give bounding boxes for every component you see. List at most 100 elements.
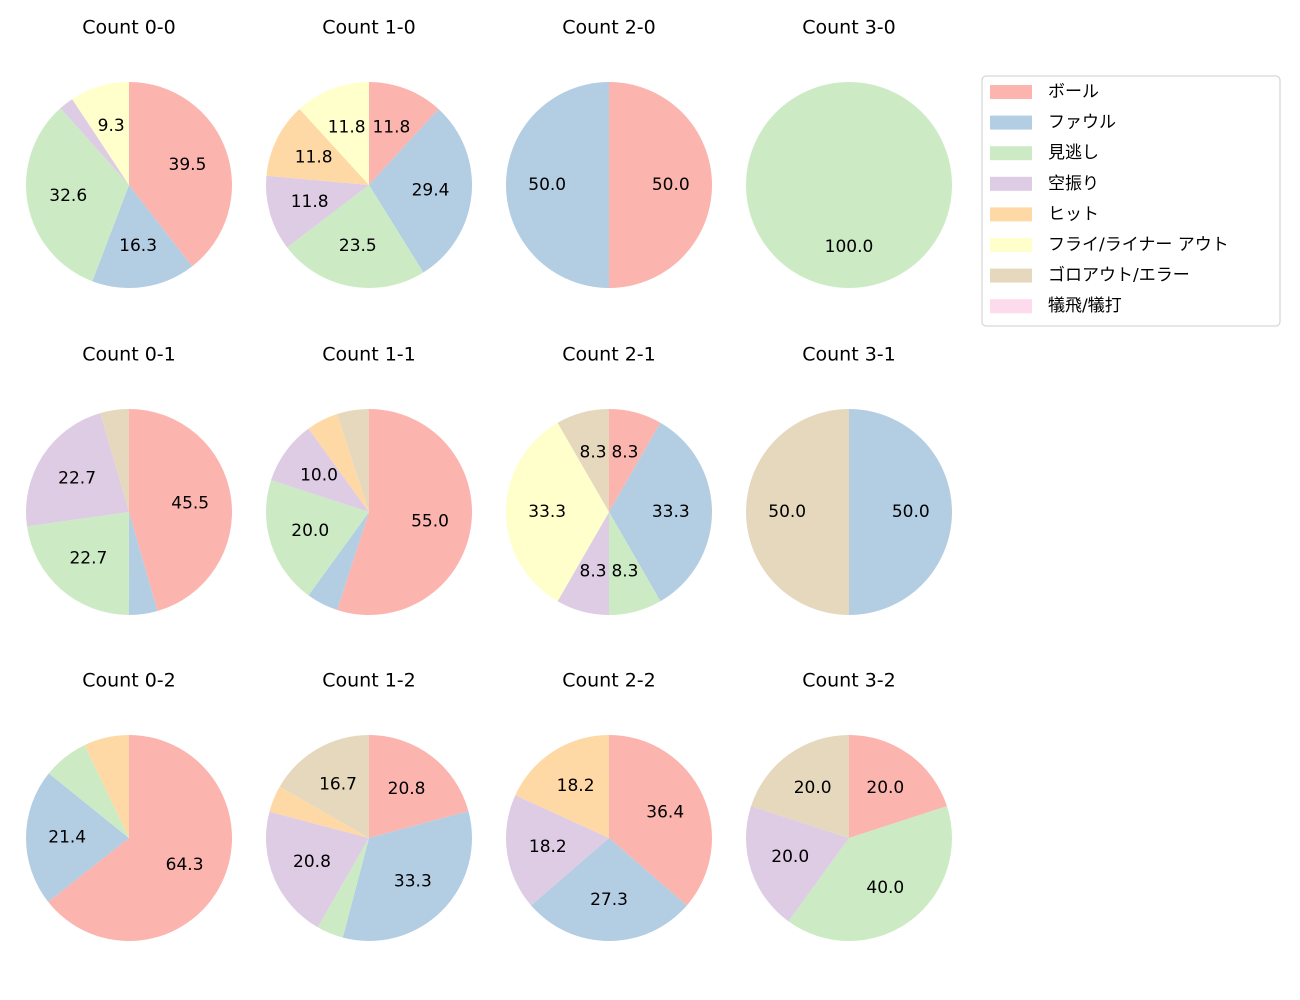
data-label: 10.0 — [300, 466, 338, 486]
pie-slice — [25, 773, 129, 902]
pie-slice — [129, 409, 232, 611]
legend-label: ゴロアウト/エラー — [1048, 265, 1190, 286]
legend-swatch — [990, 238, 1032, 252]
legend-swatch — [990, 299, 1032, 314]
data-label: 8.3 — [611, 442, 638, 462]
pie-slice — [72, 82, 129, 185]
pie-slice — [557, 409, 609, 512]
pie-slice — [557, 512, 609, 615]
pie-slice — [100, 409, 129, 512]
chart-title: Count 3-2 — [802, 670, 896, 692]
pie-slice — [25, 108, 129, 282]
pie-slice — [266, 108, 369, 185]
pie-slice — [48, 735, 233, 942]
pie-slice — [506, 82, 609, 288]
pie-slice — [369, 82, 439, 185]
legend-label: ヒット — [1048, 204, 1099, 224]
data-label: 20.0 — [771, 847, 809, 867]
pie-slice — [609, 422, 712, 602]
chart-title: Count 2-0 — [562, 17, 656, 39]
chart-title: Count 2-2 — [562, 670, 656, 692]
data-label: 20.0 — [291, 521, 329, 541]
data-label: 50.0 — [652, 175, 690, 195]
data-label: 23.5 — [339, 236, 377, 256]
data-label: 8.3 — [580, 442, 607, 462]
pie-slice — [308, 414, 369, 512]
pie-slice — [369, 735, 469, 838]
pie-slice — [369, 108, 472, 273]
data-label: 20.0 — [794, 778, 832, 798]
pie-slice — [279, 735, 369, 838]
data-label: 8.3 — [611, 562, 638, 582]
data-label: 11.8 — [295, 148, 333, 168]
legend-swatch — [990, 85, 1032, 99]
pie-slice — [60, 99, 130, 185]
data-label: 9.3 — [98, 116, 125, 136]
data-label: 39.5 — [169, 155, 207, 175]
data-label: 18.2 — [529, 837, 567, 857]
pie-slice — [48, 745, 129, 838]
legend-label: 犠飛/犠打 — [1048, 296, 1122, 316]
data-label: 8.3 — [580, 562, 607, 582]
pie-slice — [609, 82, 712, 288]
legend-label: 見逃し — [1048, 143, 1099, 163]
chart-title: Count 0-0 — [82, 17, 176, 39]
pie-slice — [269, 786, 369, 838]
legend-box — [981, 75, 1281, 327]
data-label: 11.8 — [291, 192, 329, 212]
data-label: 11.8 — [372, 117, 410, 137]
data-label: 16.7 — [319, 775, 357, 795]
legend-label: ボール — [1048, 82, 1099, 102]
data-label: 20.8 — [293, 852, 331, 872]
pie-slice — [849, 735, 947, 838]
legend-swatch — [990, 176, 1032, 191]
legend-swatch — [990, 268, 1032, 283]
pie-slice — [515, 735, 609, 838]
pie-slice — [287, 185, 424, 288]
data-label: 32.6 — [49, 186, 87, 206]
pie-slice — [129, 82, 232, 267]
chart-title: Count 0-2 — [82, 670, 176, 692]
chart-title: Count 3-1 — [802, 344, 896, 366]
pie-slice — [308, 512, 369, 610]
pie-slice — [746, 409, 849, 615]
data-label: 11.8 — [328, 117, 366, 137]
pie-slice — [317, 838, 369, 938]
chart-title: Count 1-1 — [322, 344, 416, 366]
data-label: 50.0 — [892, 502, 930, 522]
pie-slice — [506, 422, 609, 602]
chart-title: Count 1-0 — [322, 17, 416, 39]
pie-slice — [337, 409, 369, 512]
data-label: 22.7 — [69, 549, 107, 569]
data-label: 50.0 — [528, 175, 566, 195]
data-label: 50.0 — [768, 502, 806, 522]
legend-label: フライ/ライナー アウト — [1048, 235, 1229, 255]
legend-swatch — [990, 146, 1032, 161]
data-label: 33.3 — [652, 502, 690, 522]
pie-slice — [266, 175, 369, 248]
data-label: 22.7 — [58, 468, 96, 488]
pie-slice — [337, 409, 473, 615]
data-label: 18.2 — [557, 776, 595, 796]
data-label: 20.8 — [388, 779, 426, 799]
pie-slice — [299, 82, 369, 185]
legend-swatch — [990, 207, 1032, 222]
data-label: 55.0 — [411, 512, 449, 532]
chart-title: Count 0-1 — [82, 344, 176, 366]
data-label: 27.3 — [590, 890, 628, 910]
pie-slice — [609, 735, 713, 906]
legend-label: 空振り — [1048, 174, 1099, 194]
data-label: 21.4 — [48, 828, 86, 848]
legend-swatch — [990, 115, 1032, 130]
data-label: 16.3 — [119, 236, 157, 256]
data-label: 40.0 — [866, 878, 904, 898]
pie-slice — [128, 512, 158, 615]
chart-title: Count 3-0 — [802, 17, 896, 39]
pie-slice — [27, 512, 129, 615]
pie-slice — [746, 806, 849, 922]
pie-slice — [531, 838, 687, 942]
legend-label: ファウル — [1048, 113, 1116, 133]
pie-slice — [751, 735, 849, 838]
chart-title: Count 1-2 — [322, 670, 416, 692]
